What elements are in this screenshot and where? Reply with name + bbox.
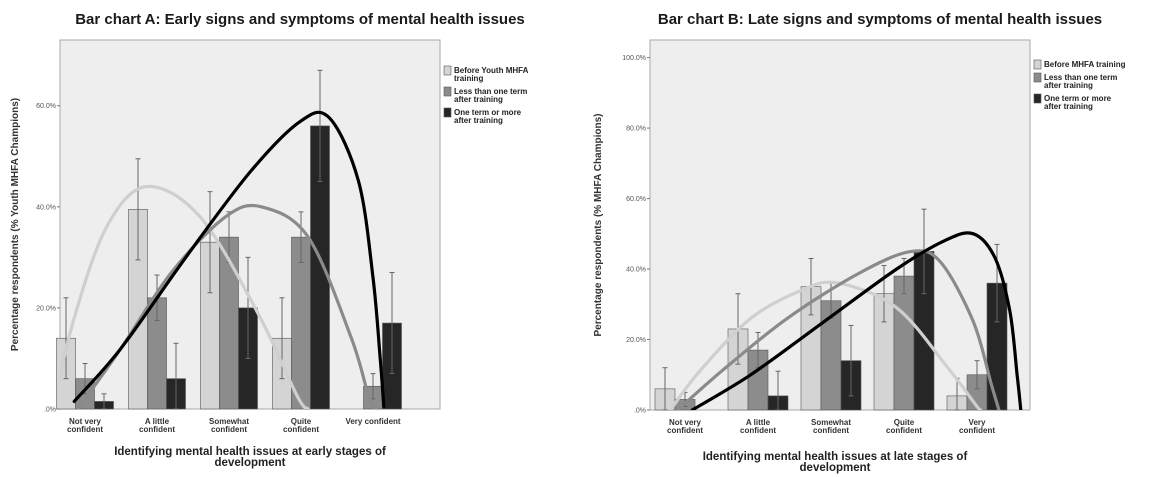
fit-curve-3 (690, 231, 1023, 410)
category-label: confident (813, 426, 849, 435)
category-label: Very (969, 418, 986, 427)
category-label: confident (67, 425, 103, 434)
legend-swatch (443, 65, 452, 76)
category-label: Somewhat (811, 418, 851, 427)
legend-label: Less than one term (1044, 73, 1117, 82)
x-axis-label: Identifying mental health issues at late… (703, 451, 968, 463)
legend-label: after training (1044, 102, 1093, 111)
category-label: Very confident (345, 417, 400, 426)
y-tick-label: 60.0% (626, 196, 646, 203)
legend-label: Less than one term (454, 87, 527, 96)
y-tick-label: 40.0% (626, 267, 646, 274)
bar-2-4 (893, 275, 915, 411)
x-axis-label: development (215, 457, 286, 469)
legend-swatch (443, 107, 452, 118)
category-label: Quite (894, 418, 915, 427)
x-axis-label: development (800, 462, 871, 474)
fit-curve-3 (72, 110, 386, 409)
y-tick-label: 60.0% (36, 103, 56, 110)
y-tick-label: 20.0% (626, 337, 646, 344)
y-axis-label: Percentage respondents (% MHFA Champions… (593, 114, 604, 337)
category-label: Somewhat (209, 417, 249, 426)
category-label: A little (145, 417, 170, 426)
category-label: confident (667, 426, 703, 435)
legend-label: after training (1044, 81, 1093, 90)
legend-label: One term or more (1044, 94, 1112, 103)
category-label: confident (886, 426, 922, 435)
category-label: confident (740, 426, 776, 435)
fit-curve-2 (676, 249, 1001, 410)
category-label: confident (959, 426, 995, 435)
y-tick-label: 80.0% (626, 126, 646, 133)
legend-swatch (1033, 59, 1042, 70)
legend-label: One term or more (454, 108, 522, 117)
y-tick-label: 40.0% (36, 204, 56, 211)
fit-curve-1 (60, 184, 310, 409)
y-tick-label: .0% (44, 407, 56, 414)
chart-a: Bar chart A: Early signs and symptoms of… (10, 11, 529, 469)
bar-2-4 (291, 236, 311, 410)
legend-swatch (1033, 72, 1042, 83)
y-axis-label: Percentage respondents (% Youth MHFA Cha… (10, 98, 21, 351)
chart-b: Bar chart B: Late signs and symptoms of … (593, 11, 1126, 474)
category-label: Not very (69, 417, 102, 426)
legend-label: Before MHFA training (1044, 60, 1126, 69)
category-label: Not very (669, 418, 702, 427)
y-tick-label: 100.0% (622, 55, 646, 62)
category-label: confident (211, 425, 247, 434)
legend-swatch (1033, 93, 1042, 104)
category-label: confident (283, 425, 319, 434)
y-tick-label: 20.0% (36, 305, 56, 312)
category-label: Quite (291, 417, 312, 426)
legend-swatch (443, 86, 452, 97)
category-label: confident (139, 425, 175, 434)
legend-label: Before Youth MHFA (454, 66, 529, 75)
category-label: A little (746, 418, 771, 427)
chart-title: Bar chart A: Early signs and symptoms of… (75, 11, 525, 28)
chart-title: Bar chart B: Late signs and symptoms of … (658, 11, 1102, 28)
x-axis-label: Identifying mental health issues at earl… (114, 446, 386, 458)
legend-label: training (454, 74, 483, 83)
legend-label: after training (454, 95, 503, 104)
legend-label: after training (454, 116, 503, 125)
y-tick-label: .0% (634, 408, 646, 415)
